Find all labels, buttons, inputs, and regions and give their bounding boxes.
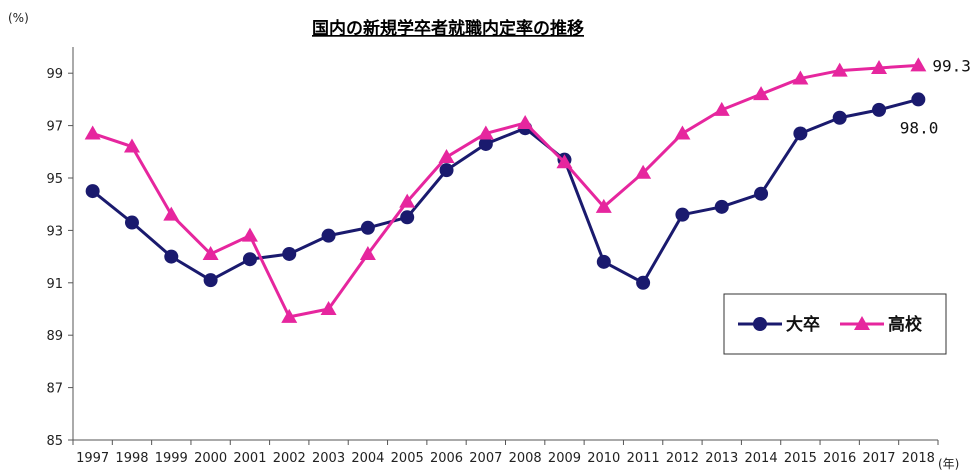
y-tick-label: 87: [46, 382, 63, 397]
data-point-koukou: [241, 227, 258, 242]
data-point-koukou: [84, 125, 101, 140]
data-point-daisotsu: [164, 249, 179, 264]
legend-label-daisotsu: 大卒: [786, 314, 820, 335]
x-tick-label: 2006: [430, 451, 463, 466]
x-tick-label: 2016: [823, 451, 856, 466]
data-point-koukou: [792, 70, 809, 85]
x-tick-label: 2010: [587, 451, 620, 466]
data-point-koukou: [871, 59, 888, 74]
data-point-koukou: [713, 101, 730, 116]
x-tick-label: 1999: [155, 451, 188, 466]
data-point-koukou: [674, 125, 691, 140]
x-tick-label: 2008: [509, 451, 542, 466]
x-axis-unit: (年): [938, 457, 959, 470]
y-tick-label: 95: [46, 172, 63, 187]
data-point-koukou: [359, 245, 376, 260]
x-tick-label: 2007: [469, 451, 502, 466]
x-tick-label: 2012: [666, 451, 699, 466]
data-point-daisotsu: [124, 215, 139, 230]
series-line-koukou: [92, 63, 919, 319]
data-point-daisotsu: [832, 110, 847, 125]
x-tick-label: 2018: [902, 451, 935, 466]
legend: 大卒 高校: [723, 293, 947, 355]
data-point-koukou: [556, 154, 573, 169]
data-point-daisotsu: [242, 252, 257, 267]
legend-label-koukou: 高校: [888, 314, 923, 335]
data-point-koukou: [163, 206, 180, 221]
series-koukou: [84, 57, 927, 323]
data-point-koukou: [831, 62, 848, 77]
x-tick-label: 2002: [273, 451, 306, 466]
x-tick-label: 2009: [548, 451, 581, 466]
y-axis-unit: (%): [8, 11, 29, 25]
y-tick-label: 85: [46, 434, 63, 449]
x-tick-label: 2017: [862, 451, 895, 466]
y-tick-label: 97: [46, 120, 63, 135]
x-tick-label: 2000: [194, 451, 227, 466]
x-axis-ticks: 1997 1998 1999 2000 2001 2002 2003 2004 2005 2006…: [72, 440, 939, 466]
data-point-daisotsu: [360, 220, 375, 235]
data-point-daisotsu: [793, 126, 808, 141]
series-line-daisotsu: [91, 97, 919, 285]
data-point-daisotsu: [282, 246, 297, 261]
x-tick-label: 2014: [745, 451, 778, 466]
y-tick-label: 93: [46, 224, 63, 239]
data-point-daisotsu: [872, 102, 887, 117]
data-point-daisotsu: [400, 210, 415, 225]
data-point-daisotsu: [203, 273, 218, 288]
data-point-koukou: [281, 308, 298, 323]
data-point-koukou: [320, 301, 337, 315]
x-tick-label: 2013: [705, 451, 738, 466]
data-point-daisotsu: [675, 207, 690, 222]
data-point-daisotsu: [439, 163, 454, 178]
data-point-koukou: [635, 164, 652, 179]
data-point-koukou: [753, 86, 770, 101]
x-tick-label: 2004: [351, 451, 384, 466]
legend-marker-daisotsu: [753, 317, 767, 331]
x-tick-label: 2011: [627, 451, 660, 466]
y-axis-ticks: 85 87 89 91 93 95 97 99: [46, 67, 73, 449]
chart-title: 国内の新規学卒者就職内定率の推移: [312, 18, 584, 39]
x-tick-label: 2003: [312, 451, 345, 466]
end-label-koukou: 99.3: [932, 56, 971, 75]
data-point-koukou: [123, 138, 140, 153]
data-point-koukou: [202, 245, 219, 260]
data-point-daisotsu: [714, 199, 729, 214]
data-point-koukou: [477, 125, 494, 140]
data-point-koukou: [399, 193, 416, 208]
x-tick-label: 1998: [115, 451, 148, 466]
data-point-daisotsu: [754, 186, 769, 201]
data-point-daisotsu: [321, 228, 336, 243]
end-labels: 99.3 98.0: [900, 56, 971, 137]
series-daisotsu: [85, 92, 926, 290]
axes: [72, 47, 938, 441]
data-point-daisotsu: [636, 275, 651, 290]
y-tick-label: 89: [46, 329, 63, 344]
data-point-daisotsu: [911, 92, 926, 107]
data-point-daisotsu: [85, 184, 100, 199]
data-point-koukou: [595, 198, 612, 213]
data-point-koukou: [438, 149, 455, 164]
x-tick-label: 2005: [391, 451, 424, 466]
x-tick-label: 2001: [233, 451, 266, 466]
y-tick-label: 99: [46, 67, 63, 82]
data-point-koukou: [517, 114, 534, 129]
x-tick-label: 1997: [76, 451, 109, 466]
data-point-daisotsu: [478, 136, 493, 151]
legend-marker-koukou: [854, 316, 870, 330]
end-label-daisotsu: 98.0: [900, 118, 939, 137]
x-tick-label: 2015: [784, 451, 817, 466]
series-group: [84, 57, 927, 323]
y-tick-label: 91: [46, 277, 63, 292]
data-point-daisotsu: [596, 254, 611, 269]
data-point-koukou: [910, 57, 927, 72]
